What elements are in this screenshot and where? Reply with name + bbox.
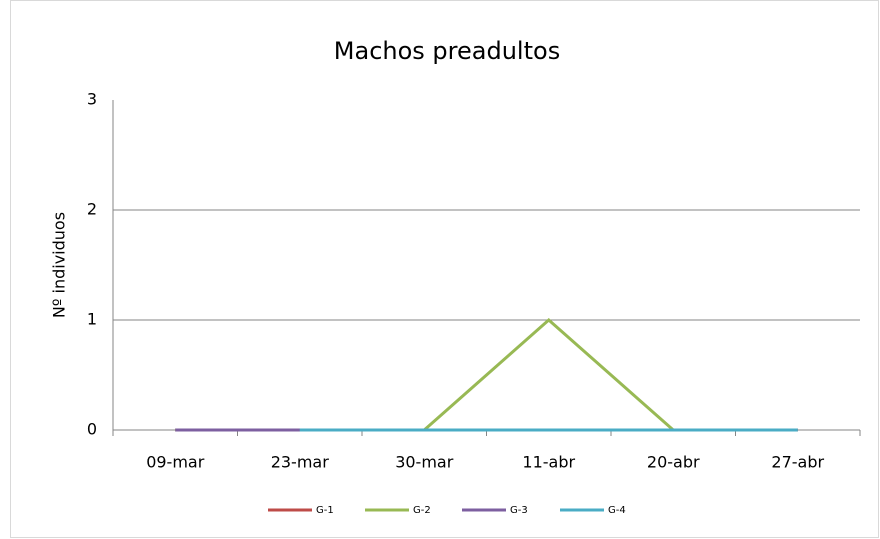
- legend-label: G-4: [608, 505, 626, 516]
- y-tick-label: 0: [87, 420, 97, 439]
- x-tick-label: 23-mar: [271, 453, 330, 472]
- x-tick-label: 30-mar: [395, 453, 454, 472]
- chart-border: [10, 0, 879, 538]
- chart-title: Machos preadultos: [334, 37, 560, 65]
- x-tick-label: 20-abr: [647, 453, 700, 472]
- legend-label: G-3: [510, 505, 528, 516]
- x-tick-label: 11-abr: [522, 453, 575, 472]
- y-tick-label: 2: [87, 200, 97, 219]
- legend-label: G-2: [413, 505, 431, 516]
- legend-label: G-1: [316, 505, 334, 516]
- y-tick-label: 3: [87, 90, 97, 109]
- x-tick-label: 09-mar: [146, 453, 205, 472]
- y-tick-label: 1: [87, 310, 97, 329]
- y-axis-label: Nº individuos: [50, 212, 69, 318]
- x-tick-label: 27-abr: [771, 453, 824, 472]
